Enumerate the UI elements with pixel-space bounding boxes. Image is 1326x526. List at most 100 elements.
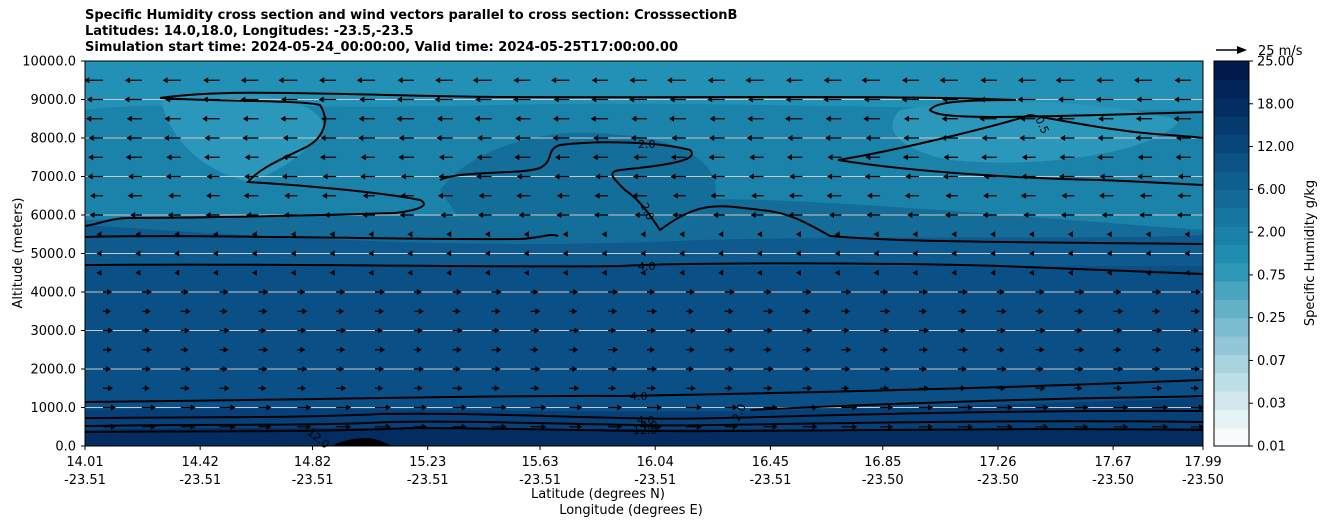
wind-vector-head xyxy=(1173,115,1179,122)
wind-vector-head xyxy=(951,231,957,238)
wind-vector-head xyxy=(125,154,131,161)
wind-vector-head xyxy=(960,327,966,334)
wind-vector-head xyxy=(788,192,794,199)
wind-vector-head xyxy=(476,154,482,161)
wind-vector-head xyxy=(1196,346,1201,353)
wind-vector-head xyxy=(573,346,579,353)
wind-vector-head xyxy=(727,385,733,392)
wind-vector-head xyxy=(729,289,735,295)
wind-vector-head xyxy=(727,327,733,334)
x-tick-label-lon: -23.50 xyxy=(1092,473,1134,488)
wind-vector-head xyxy=(1199,423,1203,430)
x-axis-label-lat: Latitude (degrees N) xyxy=(531,487,665,502)
wind-vector-head xyxy=(551,77,557,84)
wind-vector-head xyxy=(360,154,366,161)
wind-vector-head xyxy=(1106,250,1112,257)
wind-vector-head xyxy=(398,135,404,141)
wind-vector-head xyxy=(696,423,702,430)
wind-vector-head xyxy=(772,423,778,430)
wind-vector-head xyxy=(166,154,172,161)
wind-vector-head xyxy=(864,173,870,180)
wind-vector-head xyxy=(1078,308,1084,315)
x-tick-label-lat: 15.23 xyxy=(409,455,446,470)
wind-vector-head xyxy=(204,135,210,141)
wind-vector-head xyxy=(960,385,966,392)
wind-vector-head xyxy=(439,154,445,161)
wind-vector-head xyxy=(795,269,801,276)
wind-vector-head xyxy=(825,115,831,122)
wind-vector-head xyxy=(494,385,500,392)
wind-vector-head xyxy=(341,385,347,392)
wind-vector-head xyxy=(378,327,383,334)
wind-vector-head xyxy=(562,250,568,257)
contour-12-low xyxy=(85,426,1203,433)
y-tick-label: 0.0 xyxy=(55,440,76,455)
wind-vector-head xyxy=(1116,289,1122,295)
wind-vector-head xyxy=(591,77,597,84)
wind-vector-head xyxy=(751,192,757,199)
wind-vector-head xyxy=(290,250,296,257)
wind-vector-head xyxy=(553,115,559,122)
wind-vector-head xyxy=(1043,423,1049,430)
wind-vector-head xyxy=(907,212,913,218)
wind-vector-head xyxy=(873,269,879,276)
wind-vector-head xyxy=(728,366,734,372)
wind-vector-head xyxy=(749,154,755,161)
x-axis: 14.01 -23.51 14.42 -23.51 14.82 -23.51 15.23 -2… xyxy=(64,446,1224,488)
wind-vector-head xyxy=(1067,231,1073,238)
wind-vector-head xyxy=(339,308,345,315)
wind-vector-head xyxy=(634,212,640,218)
wind-vector-head xyxy=(88,135,94,141)
wind-vector-head xyxy=(577,404,583,411)
wind-vector-head xyxy=(1145,269,1151,276)
wind-vector-head xyxy=(477,135,483,141)
wind-vector-head xyxy=(631,115,637,122)
wind-vector-head xyxy=(671,135,677,141)
wind-vector-head xyxy=(690,327,696,334)
contour-4-lower xyxy=(85,379,1203,403)
wind-vector-head xyxy=(922,366,927,372)
colorbar-tick-label: 6.00 xyxy=(1257,183,1286,198)
wind-vector-head xyxy=(852,404,858,411)
wind-vector-head xyxy=(612,366,618,372)
wind-vector-head xyxy=(865,135,871,141)
wind-vector-head xyxy=(863,96,869,103)
wind-vector-head xyxy=(244,173,250,180)
wind-vector-head xyxy=(707,96,713,103)
wind-vector-head xyxy=(632,173,638,180)
wind-vector-head xyxy=(322,192,328,199)
colorbar-tick-label: 0.03 xyxy=(1257,397,1286,412)
wind-vector-head xyxy=(1077,385,1083,392)
wind-vector-head xyxy=(826,192,832,199)
wind-vector-head xyxy=(888,404,894,411)
colorbar-segment xyxy=(1214,79,1249,99)
x-tick-label-lon: -23.50 xyxy=(862,473,904,488)
quiver-key-label: 25 m/s xyxy=(1258,44,1303,59)
wind-vector-head xyxy=(594,192,600,199)
title-line-2: Latitudes: 14.0,18.0, Longitudes: -23.5,… xyxy=(85,24,414,39)
wind-vector-head xyxy=(679,250,685,257)
wind-vector-head xyxy=(96,231,102,238)
wind-vector-head xyxy=(595,173,601,180)
wind-vector-head xyxy=(1040,385,1046,392)
wind-vector-head xyxy=(696,404,702,411)
colorbar xyxy=(1214,61,1249,447)
wind-vector-head xyxy=(513,77,519,84)
wind-vector-head xyxy=(518,212,524,218)
wind-vector-head xyxy=(1055,77,1061,84)
wind-vector-head xyxy=(416,346,422,353)
wind-vector-head xyxy=(923,289,928,295)
wind-vector-head xyxy=(301,385,307,392)
wind-vector-head xyxy=(825,135,831,141)
wind-vector-head xyxy=(512,96,518,103)
wind-vector-head xyxy=(396,115,402,122)
wind-vector-head xyxy=(146,346,152,353)
wind-vector-head xyxy=(1007,404,1013,411)
wind-vector-head xyxy=(1000,385,1006,392)
wind-vector-head xyxy=(812,404,818,411)
wind-vector-head xyxy=(834,231,840,238)
wind-vector-head xyxy=(1078,366,1084,372)
wind-vector-head xyxy=(912,250,918,257)
wind-vector-head xyxy=(1116,346,1122,353)
wind-vector-head xyxy=(924,327,929,334)
